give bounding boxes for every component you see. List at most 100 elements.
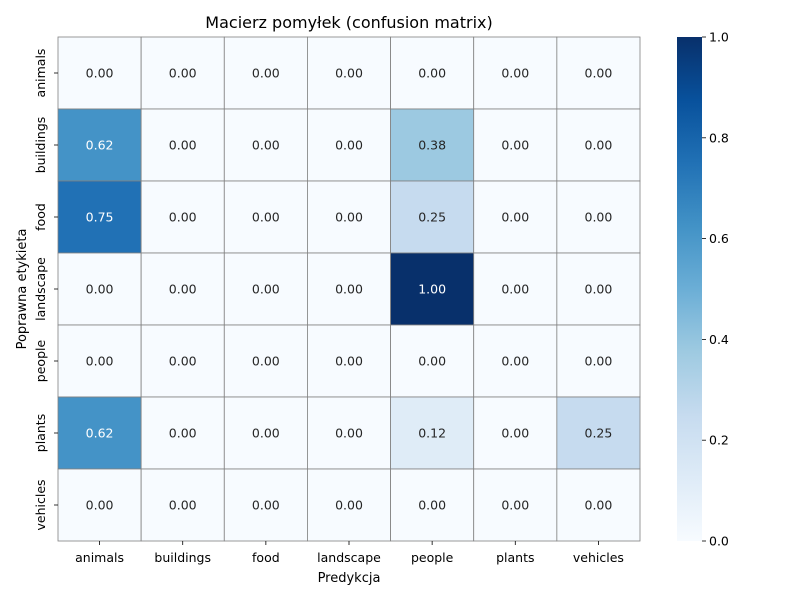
cell-value-label: 0.00	[252, 498, 280, 513]
cell-value-label: 0.00	[252, 66, 280, 81]
x-tick-label: vehicles	[573, 550, 624, 565]
heatmap-cells: 0.00 0.00 0.00 0.00 0.00 0.00 0.00 0.62 0.00 0.00…	[57, 36, 641, 542]
cell-value-label: 0.00	[86, 66, 114, 81]
x-tick-label: plants	[496, 550, 534, 565]
cell-value-label: 0.25	[585, 426, 613, 441]
heatmap-cell	[223, 396, 308, 470]
heatmap-cell	[140, 252, 225, 326]
heatmap-cell	[307, 468, 391, 542]
cell-value-label: 0.00	[335, 66, 363, 81]
colorbar-gradient	[677, 37, 702, 541]
colorbar-tick-label: 1.0	[709, 30, 729, 45]
colorbar-tick-label: 0.8	[709, 130, 729, 145]
heatmap-cell	[556, 252, 641, 326]
cell-value-label: 0.00	[585, 210, 613, 225]
cell-value-label: 0.00	[501, 66, 529, 81]
cell-value-label: 0.00	[501, 210, 529, 225]
heatmap-cell	[390, 468, 475, 542]
y-tick-label: people	[33, 340, 48, 383]
heatmap-cell	[57, 468, 142, 542]
heatmap-cell	[140, 36, 225, 110]
heatmap-cell	[556, 468, 641, 542]
heatmap-cell	[307, 252, 391, 326]
cell-value-label: 1.00	[418, 282, 446, 297]
cell-value-label: 0.00	[335, 426, 363, 441]
cell-value-label: 0.00	[335, 210, 363, 225]
cell-value-label: 0.00	[169, 282, 197, 297]
x-tick-label: food	[252, 550, 280, 565]
heatmap-cell	[473, 468, 558, 542]
y-tick-label: buildings	[33, 117, 48, 174]
heatmap-cell	[223, 108, 308, 182]
cell-value-label: 0.00	[335, 498, 363, 513]
cell-value-label: 0.00	[86, 498, 114, 513]
cell-value-label: 0.00	[169, 210, 197, 225]
y-tick-label: plants	[33, 414, 48, 452]
cell-value-label: 0.62	[86, 138, 114, 153]
heatmap-cell	[223, 468, 308, 542]
heatmap-cell	[140, 180, 225, 254]
colorbar-tick-label: 0.6	[709, 231, 729, 246]
cell-value-label: 0.00	[418, 354, 446, 369]
heatmap-cell	[390, 108, 475, 182]
heatmap-cell	[390, 180, 475, 254]
cell-value-label: 0.38	[418, 138, 446, 153]
cell-value-label: 0.00	[169, 498, 197, 513]
heatmap-cell	[473, 108, 558, 182]
cell-value-label: 0.00	[86, 354, 114, 369]
heatmap-cell	[307, 396, 391, 470]
cell-value-label: 0.00	[501, 282, 529, 297]
x-axis-label: Predykcja	[318, 571, 381, 586]
cell-value-label: 0.00	[585, 138, 613, 153]
cell-value-label: 0.00	[252, 138, 280, 153]
heatmap-cell	[390, 396, 475, 470]
x-tick-label: buildings	[154, 550, 211, 565]
heatmap-cell	[556, 108, 641, 182]
cell-value-label: 0.00	[418, 498, 446, 513]
cell-value-label: 0.00	[86, 282, 114, 297]
cell-value-label: 0.00	[252, 354, 280, 369]
cell-value-label: 0.75	[86, 210, 114, 225]
x-tick-label: animals	[75, 550, 124, 565]
x-axis-ticks: animals buildings food landscape people plant…	[75, 541, 624, 565]
cell-value-label: 0.00	[501, 354, 529, 369]
y-tick-label: vehicles	[33, 479, 48, 530]
heatmap-cell	[57, 180, 142, 254]
cell-value-label: 0.00	[169, 66, 197, 81]
heatmap-cell	[556, 396, 641, 470]
heatmap-cell	[57, 252, 142, 326]
cell-value-label: 0.00	[252, 426, 280, 441]
cell-value-label: 0.12	[418, 426, 446, 441]
cell-value-label: 0.25	[418, 210, 446, 225]
heatmap-cell	[57, 324, 142, 398]
cell-value-label: 0.00	[252, 210, 280, 225]
y-axis-label: Poprawna etykieta	[15, 229, 30, 350]
heatmap-cell	[57, 396, 142, 470]
x-tick-label: people	[411, 550, 454, 565]
y-axis-ticks: animals buildings food landscape people plant…	[33, 49, 58, 531]
cell-value-label: 0.00	[418, 66, 446, 81]
heatmap-cell	[390, 36, 475, 110]
heatmap-cell	[223, 324, 308, 398]
cell-value-label: 0.00	[169, 354, 197, 369]
heatmap-cell	[307, 180, 391, 254]
heatmap-cell	[140, 396, 225, 470]
cell-value-label: 0.00	[585, 66, 613, 81]
y-tick-label: landscape	[33, 257, 48, 321]
colorbar-tick-label: 0.0	[709, 534, 729, 549]
y-tick-label: food	[33, 203, 48, 231]
heatmap-cell	[473, 252, 558, 326]
heatmap-cell	[473, 36, 558, 110]
cell-value-label: 0.00	[252, 282, 280, 297]
cell-value-label: 0.00	[335, 354, 363, 369]
x-tick-label: landscape	[317, 550, 381, 565]
heatmap-cell	[223, 36, 308, 110]
cell-value-label: 0.00	[585, 282, 613, 297]
colorbar-tick-label: 0.4	[709, 332, 729, 347]
y-tick-label: animals	[33, 49, 48, 98]
chart-title: Macierz pomyłek (confusion matrix)	[205, 13, 492, 32]
cell-value-label: 0.00	[501, 426, 529, 441]
colorbar: 0.0 0.2 0.4 0.6 0.8 1.0	[677, 30, 729, 549]
heatmap-cell	[57, 36, 142, 110]
